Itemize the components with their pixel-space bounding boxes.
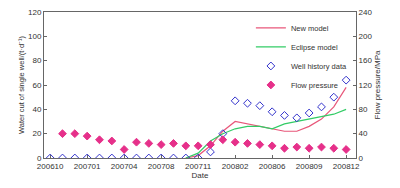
svg-text:Eclipse model: Eclipse model [291, 43, 338, 52]
svg-text:200704: 200704 [111, 162, 138, 171]
svg-text:40: 40 [32, 105, 41, 114]
svg-text:160: 160 [359, 56, 373, 65]
svg-text:120: 120 [28, 8, 42, 17]
svg-text:200708: 200708 [148, 162, 175, 171]
svg-text:20: 20 [32, 129, 41, 138]
svg-text:Flow pressure/MPa: Flow pressure/MPa [373, 50, 382, 119]
svg-text:120: 120 [359, 81, 373, 90]
svg-text:200701: 200701 [74, 162, 101, 171]
svg-text:200806: 200806 [259, 162, 286, 171]
svg-text:80: 80 [359, 105, 368, 114]
svg-text:200812: 200812 [333, 162, 360, 171]
svg-text:Flow pressure: Flow pressure [291, 81, 338, 90]
svg-text:Date: Date [192, 171, 209, 180]
svg-text:60: 60 [32, 81, 41, 90]
svg-text:240: 240 [359, 8, 373, 17]
svg-text:0: 0 [359, 154, 364, 163]
svg-text:80: 80 [32, 56, 41, 65]
svg-text:40: 40 [359, 129, 368, 138]
svg-text:200809: 200809 [296, 162, 323, 171]
svg-text:200802: 200802 [222, 162, 249, 171]
svg-text:100: 100 [28, 32, 42, 41]
svg-text:0: 0 [37, 154, 42, 163]
svg-text:200610: 200610 [37, 162, 64, 171]
svg-text:New model: New model [291, 24, 329, 33]
svg-text:Well history data: Well history data [291, 62, 347, 71]
svg-text:200: 200 [359, 32, 373, 41]
svg-text:200711: 200711 [185, 162, 212, 171]
svg-text:Water cut of single well/(t·d⁻: Water cut of single well/(t·d⁻¹) [17, 35, 26, 134]
